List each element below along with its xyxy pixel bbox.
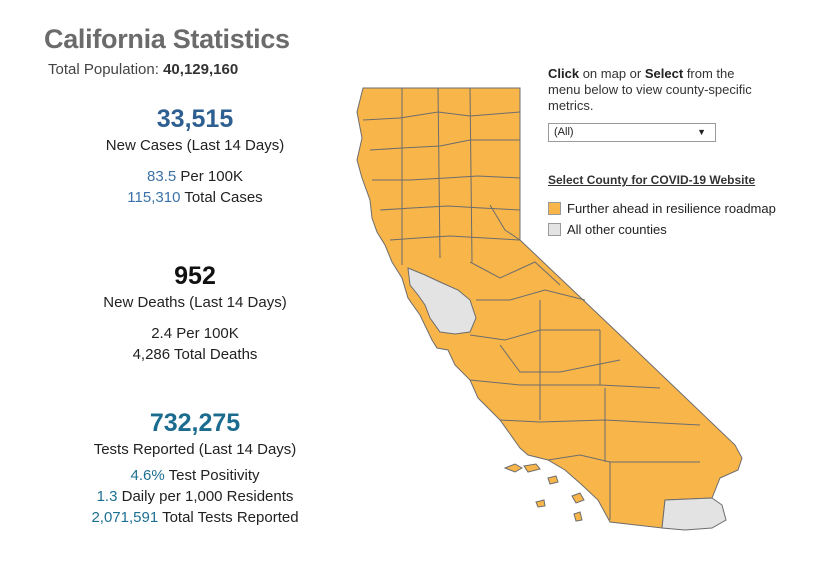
total-tests-value: 2,071,591 — [91, 509, 159, 526]
total-deaths: 4,286 Total Deaths — [70, 344, 320, 365]
state-outline[interactable] — [356, 87, 743, 531]
instr-select: Select — [644, 66, 684, 81]
deaths-per-100k-label: Per 100K — [176, 325, 239, 342]
county-dropdown[interactable]: (All) ▼ — [548, 123, 716, 142]
test-positivity-value: 4.6% — [130, 467, 165, 484]
total-tests: 2,071,591 Total Tests Reported — [70, 507, 320, 528]
population-label: Total Population: — [48, 61, 159, 78]
total-cases-label: Total Cases — [184, 189, 263, 206]
new-cases-label: New Cases (Last 14 Days) — [105, 137, 285, 154]
channel-islands — [503, 463, 585, 522]
test-positivity: 4.6% Test Positivity — [70, 465, 320, 486]
daily-tests: 1.3 Daily per 1,000 Residents — [70, 486, 320, 507]
total-deaths-value: 4,286 — [132, 346, 171, 363]
caret-down-icon: ▼ — [697, 127, 706, 137]
legend-item-other: All other counties — [548, 222, 667, 237]
total-tests-label: Total Tests Reported — [162, 509, 299, 526]
deaths-block: 952 New Deaths (Last 14 Days) 2.4 Per 10… — [70, 261, 320, 365]
total-cases: 115,310 Total Cases — [70, 187, 320, 208]
total-population: Total Population: 40,129,160 — [48, 61, 238, 78]
county-region-ahead[interactable] — [356, 87, 743, 529]
map-instructions: Click on map or Select from the menu bel… — [548, 66, 768, 114]
page-title: California Statistics — [44, 24, 290, 54]
legend-swatch-ahead — [548, 202, 561, 215]
population-value: 40,129,160 — [163, 61, 239, 78]
legend-label-other: All other counties — [567, 222, 667, 237]
total-cases-value: 115,310 — [127, 189, 181, 206]
legend-item-ahead: Further ahead in resilience roadmap — [548, 201, 776, 216]
cases-per-100k-value: 83.5 — [147, 168, 177, 185]
tests-reported-value: 732,275 — [149, 409, 241, 437]
tests-reported-label: Tests Reported (Last 14 Days) — [93, 441, 297, 458]
cases-block: 33,515 New Cases (Last 14 Days) 83.5 Per… — [70, 104, 320, 208]
new-deaths-value: 952 — [174, 262, 216, 290]
legend-label-ahead: Further ahead in resilience roadmap — [567, 201, 776, 216]
daily-tests-label: Daily per 1,000 Residents — [121, 488, 294, 505]
county-website-link[interactable]: Select County for COVID-19 Website — [548, 173, 756, 187]
deaths-per-100k-value: 2.4 — [151, 325, 173, 342]
cases-per-100k-label: Per 100K — [180, 168, 243, 185]
legend-swatch-other — [548, 223, 561, 236]
county-borders — [362, 87, 701, 520]
county-region-san-diego[interactable] — [661, 497, 727, 531]
county-dropdown-value: (All) — [554, 126, 574, 138]
county-region-bay-area[interactable] — [407, 267, 477, 335]
instr-text2: from the menu below to view county-speci… — [548, 66, 752, 113]
instr-click: Click — [548, 66, 580, 81]
total-deaths-label: Total Deaths — [174, 346, 258, 363]
test-positivity-label: Test Positivity — [168, 467, 260, 484]
cases-per-100k: 83.5 Per 100K — [70, 166, 320, 187]
tests-block: 732,275 Tests Reported (Last 14 Days) 4.… — [70, 408, 320, 528]
instr-text1: on map or — [582, 66, 642, 81]
deaths-per-100k: 2.4 Per 100K — [70, 323, 320, 344]
new-cases-value: 33,515 — [156, 105, 234, 133]
new-deaths-label: New Deaths (Last 14 Days) — [103, 294, 287, 311]
daily-tests-value: 1.3 — [96, 488, 118, 505]
